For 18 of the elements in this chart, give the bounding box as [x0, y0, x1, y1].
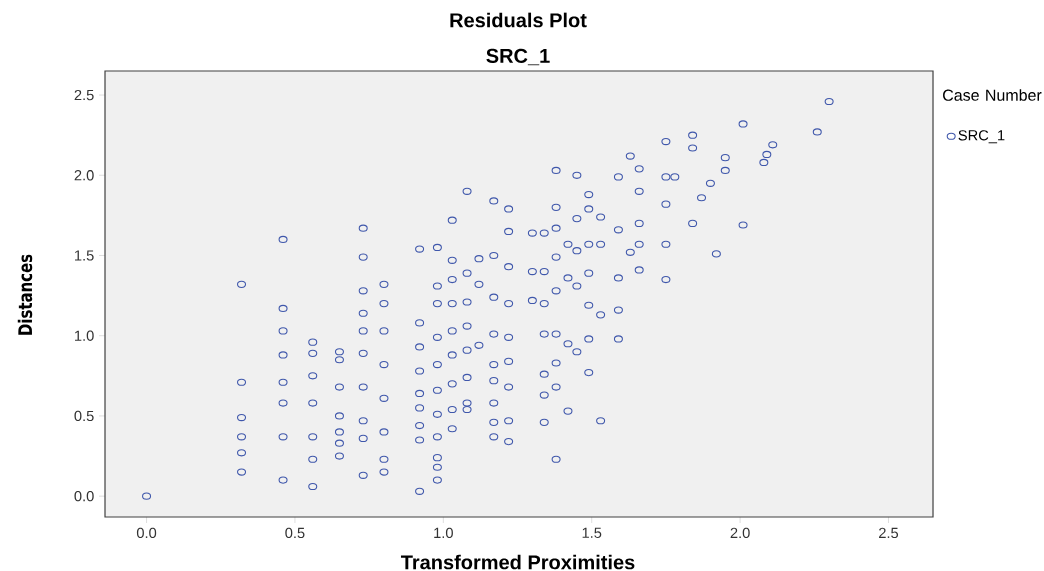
y-tick-label: 2.5	[74, 89, 94, 101]
x-tick-label: 2.0	[730, 527, 750, 539]
y-tick-label: 1.5	[75, 250, 94, 261]
x-tick-label: 0.0	[136, 527, 157, 539]
legend-label: SRC_1	[958, 130, 1005, 144]
chart-subtitle: SRC_1	[486, 48, 550, 66]
chart-title: Residuals Plot	[450, 12, 587, 28]
x-tick-label: 2.5	[879, 527, 899, 539]
x-tick-label: 0.5	[285, 527, 305, 539]
x-tick-label: 1.0	[434, 527, 453, 539]
y-tick-label: 2.0	[74, 170, 94, 181]
y-axis-title: Distances	[17, 254, 33, 335]
y-tick-label: 1.0	[75, 330, 94, 341]
legend-title: Case Number	[943, 89, 1042, 101]
y-tick-label: 0.5	[74, 410, 94, 422]
x-axis-title: Transformed Proximities	[400, 554, 635, 570]
x-tick-label: 1.5	[582, 527, 602, 538]
y-tick-label: 0.0	[74, 490, 94, 502]
